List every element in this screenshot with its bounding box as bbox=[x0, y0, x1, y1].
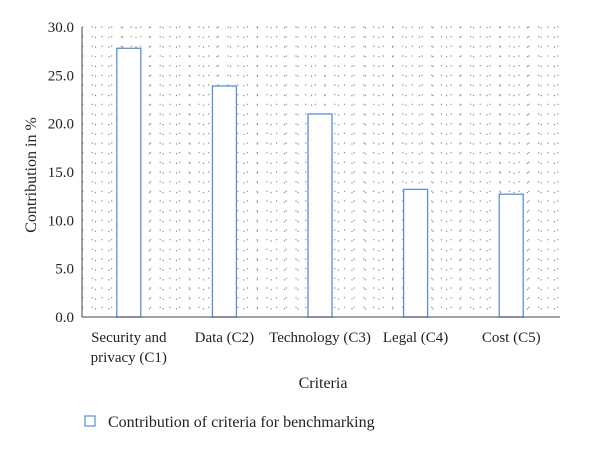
grid bbox=[82, 26, 560, 317]
x-tick-label-line: Technology (C3) bbox=[269, 330, 371, 346]
x-tick-label-line: Security and bbox=[91, 330, 167, 346]
legend-swatch bbox=[84, 415, 96, 427]
bar-2 bbox=[211, 85, 238, 318]
x-tick-label: Technology (C3) bbox=[269, 330, 371, 346]
y-tick-label: 15.0 bbox=[48, 165, 74, 181]
x-tick-label: Cost (C5) bbox=[482, 330, 541, 346]
x-tick-label-line: Data (C2) bbox=[195, 330, 255, 346]
axes bbox=[81, 27, 560, 318]
x-tick-label: Legal (C4) bbox=[383, 330, 448, 346]
x-tick-label: Data (C2) bbox=[195, 330, 255, 346]
bar-4 bbox=[402, 188, 429, 318]
y-tick-label: 10.0 bbox=[48, 213, 74, 229]
y-tick-label: 30.0 bbox=[48, 20, 74, 36]
y-axis-title: Contribution in % bbox=[23, 117, 40, 233]
y-tick-label: 0.0 bbox=[55, 310, 74, 326]
bar-1 bbox=[116, 47, 142, 318]
bar-3 bbox=[307, 113, 333, 318]
x-tick-label-line: Cost (C5) bbox=[482, 330, 541, 346]
legend-label: Contribution of criteria for benchmarkin… bbox=[108, 414, 375, 431]
y-tick-label: 25.0 bbox=[48, 68, 74, 84]
y-tick-label: 5.0 bbox=[55, 262, 74, 278]
y-tick-label: 20.0 bbox=[48, 117, 74, 133]
y-tick-labels: 0.0 5.0 10.0 15.0 20.0 25.0 30.0 bbox=[48, 20, 74, 326]
x-tick-label: Security and privacy (C1) bbox=[91, 330, 167, 366]
bar-5 bbox=[498, 193, 524, 318]
x-tick-label-line: Legal (C4) bbox=[383, 330, 448, 346]
x-axis-title: Criteria bbox=[299, 375, 348, 392]
legend: Contribution of criteria for benchmarkin… bbox=[84, 414, 375, 431]
x-tick-label-line: privacy (C1) bbox=[91, 350, 167, 366]
x-tick-labels: Security and privacy (C1) Data (C2) Technol… bbox=[91, 330, 541, 366]
bars bbox=[116, 47, 524, 318]
